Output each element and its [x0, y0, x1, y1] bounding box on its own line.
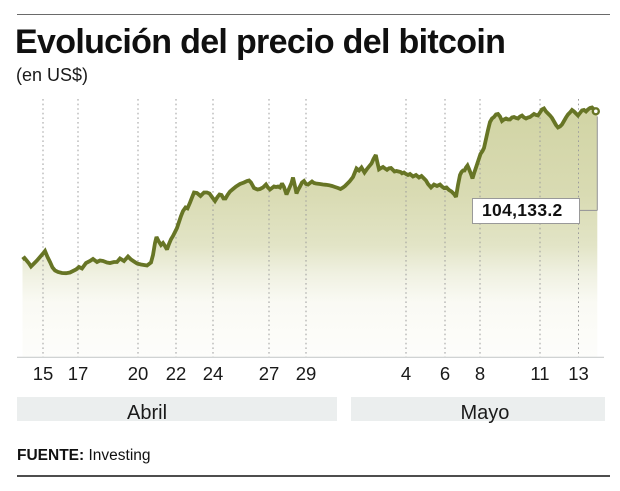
svg-text:17: 17 — [68, 363, 89, 384]
svg-text:22: 22 — [166, 363, 187, 384]
svg-text:20: 20 — [128, 363, 149, 384]
svg-text:15: 15 — [33, 363, 54, 384]
svg-text:8: 8 — [475, 363, 485, 384]
svg-text:4: 4 — [401, 363, 411, 384]
svg-text:24: 24 — [203, 363, 224, 384]
svg-text:29: 29 — [296, 363, 317, 384]
svg-text:27: 27 — [259, 363, 280, 384]
svg-text:13: 13 — [568, 363, 589, 384]
svg-text:6: 6 — [440, 363, 450, 384]
svg-text:11: 11 — [530, 363, 549, 384]
